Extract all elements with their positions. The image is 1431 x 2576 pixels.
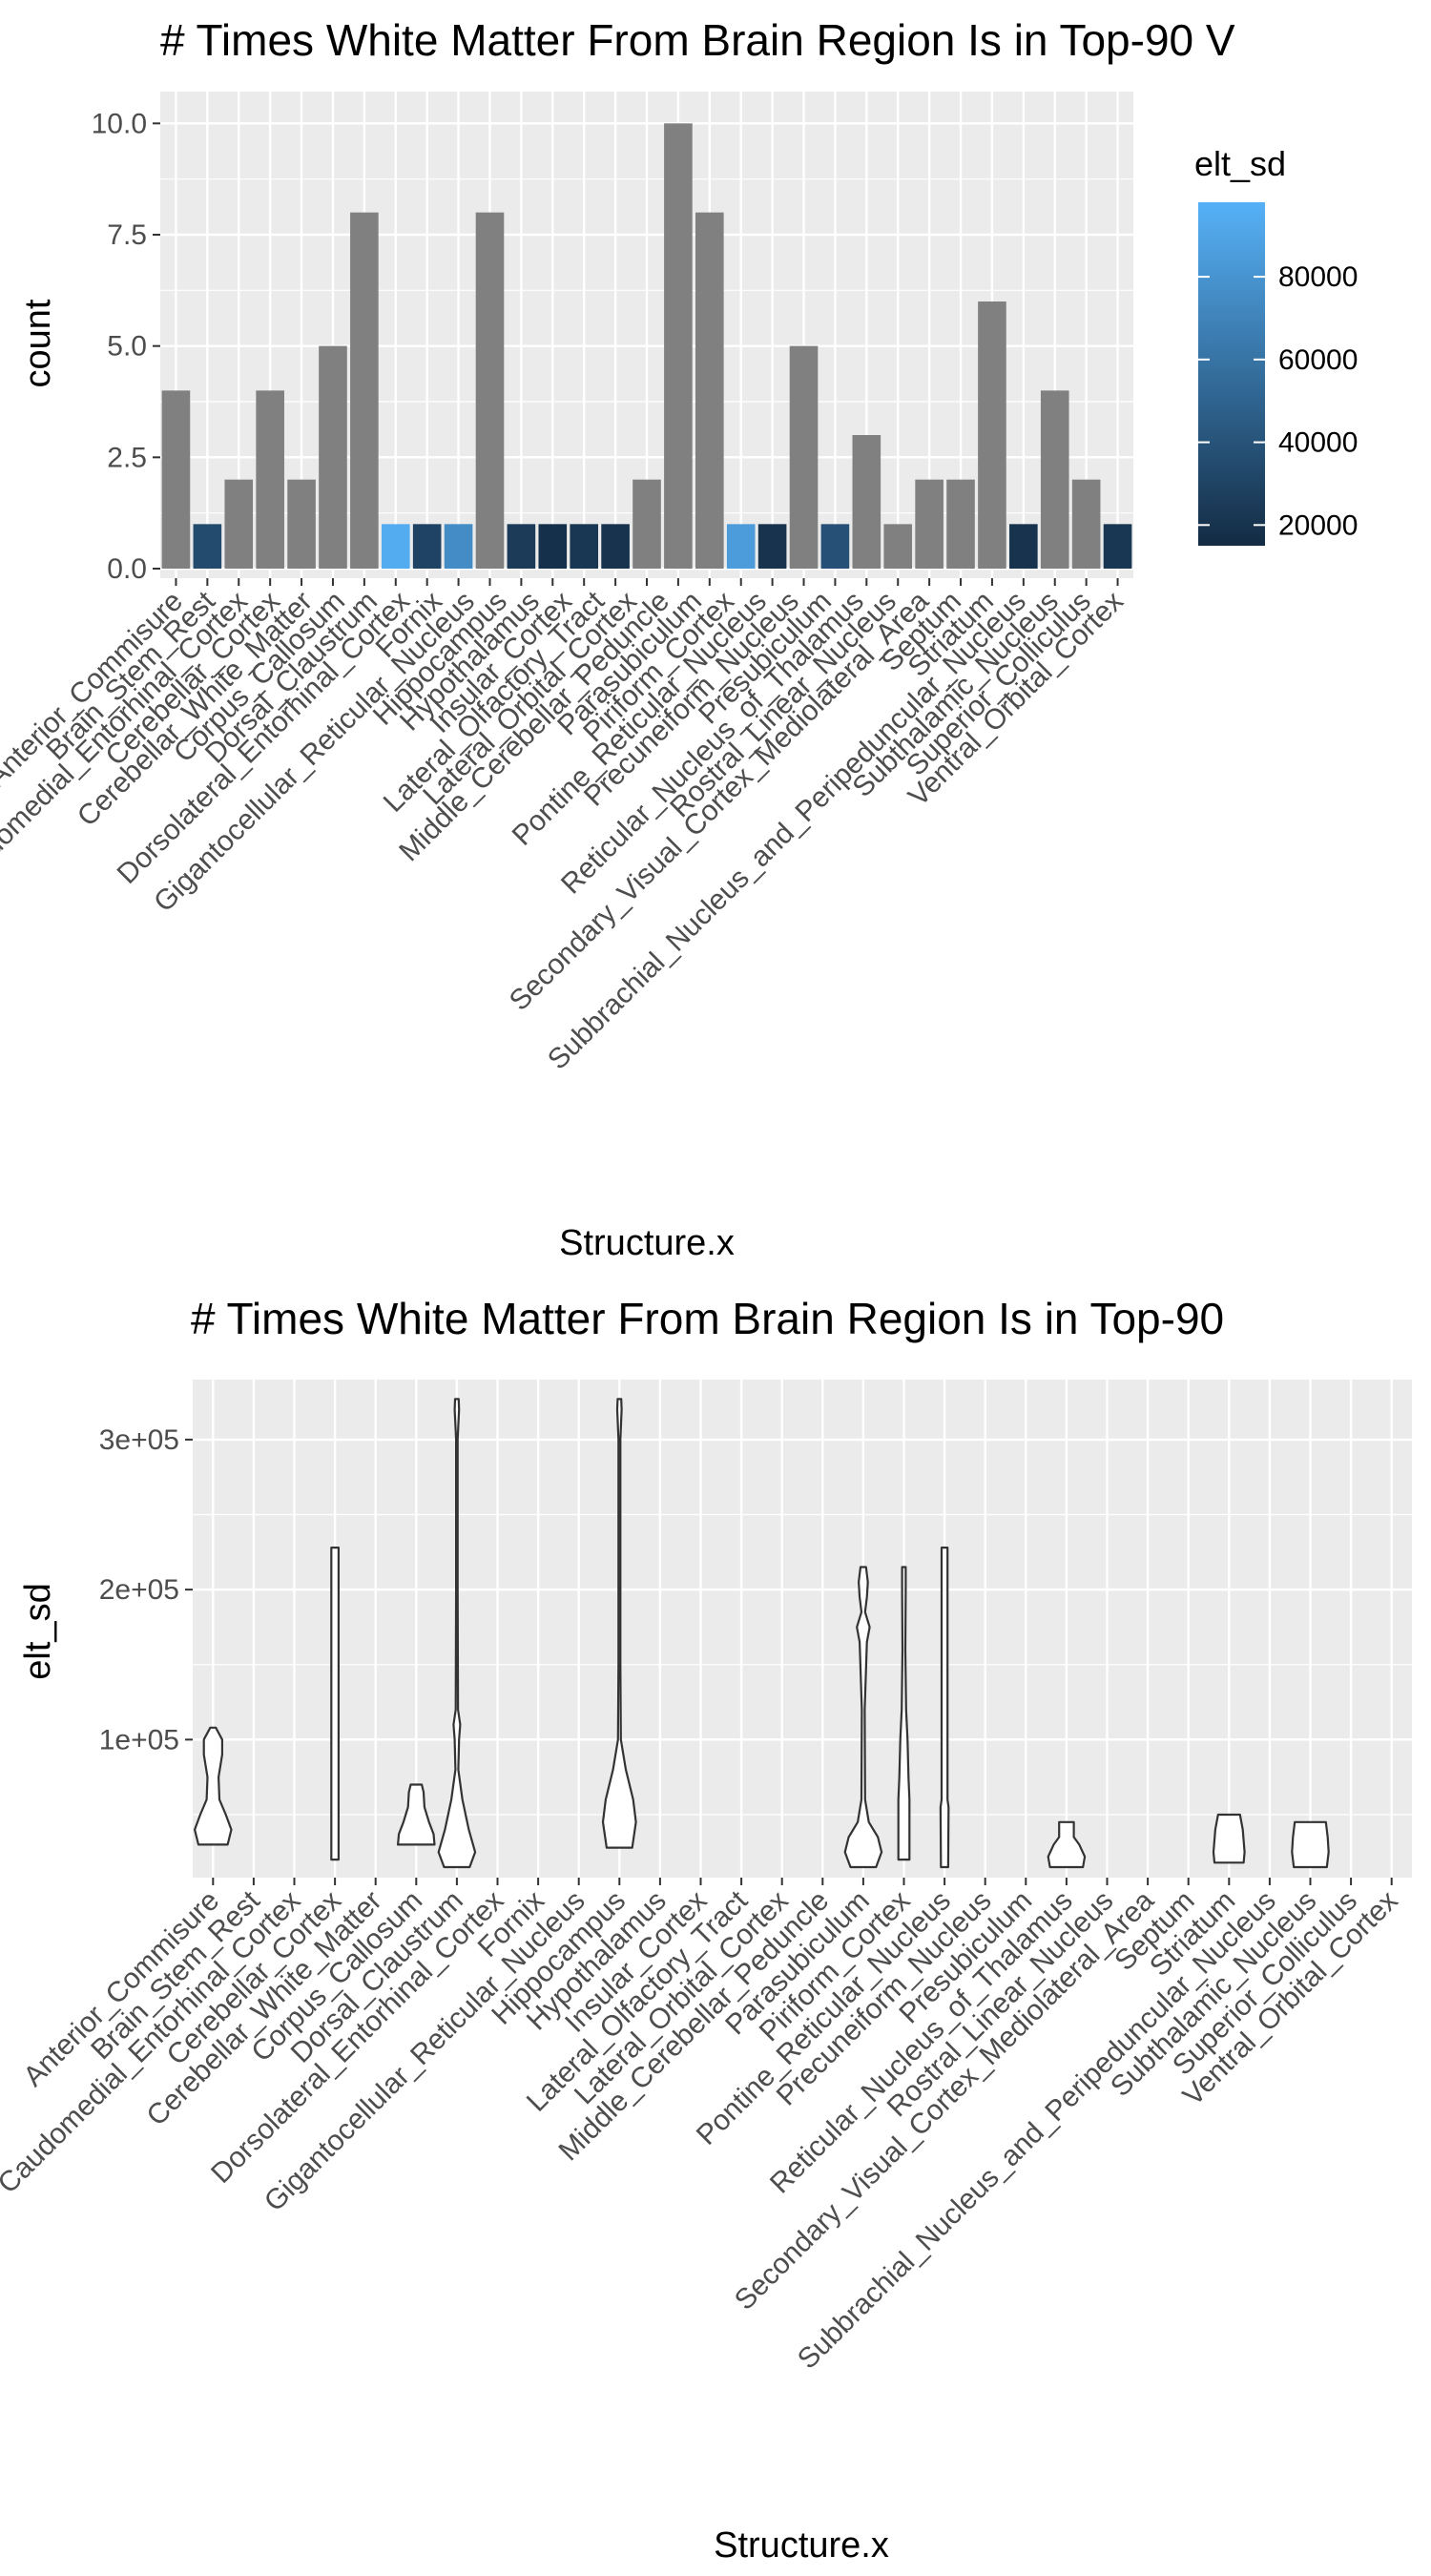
violin-chart-panel [193, 1380, 1412, 1878]
violin [1047, 1820, 1087, 1869]
bar-chart-xlabel: Structure.x [559, 1223, 735, 1263]
violin-chart-title: # Times White Matter From Brain Region I… [191, 1294, 1224, 1343]
legend-tick-label: 40000 [1278, 427, 1358, 459]
bar [224, 479, 254, 569]
violin-chart: # Times White Matter From Brain Region I… [0, 1294, 1412, 2566]
y-tick-label: 10.0 [92, 108, 147, 139]
violin [1212, 1813, 1246, 1864]
bar [915, 479, 944, 569]
bar [946, 479, 975, 569]
bar-chart-y-ticks: 0.0 2.5 5.0 7.5 10.0 [92, 108, 160, 585]
violin [601, 1398, 637, 1849]
bar [695, 212, 724, 569]
bar-chart-ylabel: count [18, 299, 58, 387]
violin-chart-x-ticks: Anterior_CommisureBrain_Stem_RestCaudome… [0, 1878, 1404, 2376]
bar [444, 524, 473, 569]
legend-tick-label: 80000 [1278, 261, 1358, 293]
violin [1291, 1820, 1330, 1869]
legend-title: elt_sd [1194, 144, 1286, 183]
violin-chart-y-ticks: 1e+05 2e+05 3e+05 [99, 1424, 193, 1755]
bar [538, 524, 568, 569]
bar [601, 524, 630, 569]
bar [1009, 524, 1038, 569]
bar [570, 524, 598, 569]
bar-chart: # Times White Matter From Brain Region I… [0, 15, 1358, 1263]
y-tick-label: 2.5 [107, 442, 147, 473]
bar [193, 524, 222, 569]
violin [897, 1566, 911, 1861]
colorbar [1198, 202, 1265, 546]
y-tick-label: 7.5 [107, 219, 147, 251]
violin [437, 1398, 477, 1869]
legend-ticks: 20000 40000 60000 80000 [1198, 261, 1358, 541]
violin-chart-gridlines [193, 1380, 1412, 1878]
bar [633, 479, 661, 569]
bar [319, 345, 347, 569]
legend-tick-label: 20000 [1278, 509, 1358, 541]
bar [820, 524, 850, 569]
violin [843, 1566, 883, 1869]
y-tick-label: 0.0 [107, 553, 147, 585]
violin [194, 1726, 233, 1846]
bar [412, 524, 442, 569]
violin-chart-xlabel: Structure.x [714, 2525, 889, 2566]
bar [381, 524, 410, 569]
bar [475, 212, 505, 569]
y-tick-label: 5.0 [107, 331, 147, 363]
bar-chart-bars [161, 123, 1132, 570]
bar [852, 435, 881, 569]
bar [1071, 479, 1101, 569]
bar [726, 524, 756, 569]
bar [350, 212, 379, 569]
y-tick-label: 2e+05 [99, 1574, 179, 1606]
bar [256, 390, 284, 569]
violin-chart-violins [194, 1398, 1330, 1869]
colorbar-legend: elt_sd 20000 40000 60000 80000 [1194, 144, 1358, 546]
bar [1040, 390, 1069, 569]
violin [939, 1547, 950, 1869]
bar [161, 390, 191, 569]
bar [757, 524, 787, 569]
bar [789, 345, 819, 569]
bar-chart-x-ticks: Anterior_CommisureBrain_Stem_RestCaudome… [0, 578, 1130, 1076]
bar [1103, 524, 1132, 569]
bar [664, 123, 693, 570]
legend-tick-label: 60000 [1278, 344, 1358, 376]
bar [507, 524, 536, 569]
bar [883, 524, 913, 569]
violin-chart-ylabel: elt_sd [18, 1583, 58, 1679]
violin [330, 1547, 340, 1861]
bar [978, 301, 1006, 569]
bar [287, 479, 316, 569]
y-tick-label: 3e+05 [99, 1424, 179, 1456]
bar-chart-title: # Times White Matter From Brain Region I… [160, 15, 1235, 65]
y-tick-label: 1e+05 [99, 1724, 179, 1755]
violin [397, 1783, 436, 1846]
